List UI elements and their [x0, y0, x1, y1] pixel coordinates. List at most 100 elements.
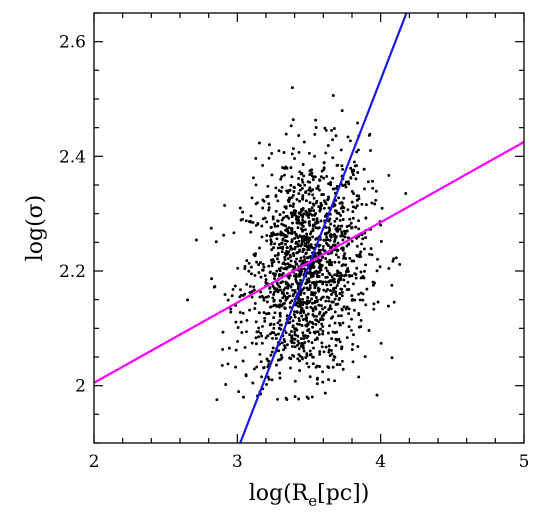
data-point — [269, 290, 272, 294]
data-point — [347, 182, 351, 186]
fit-line-1 — [239, 13, 408, 443]
data-point — [363, 355, 367, 359]
data-point — [291, 319, 295, 323]
data-point — [324, 128, 328, 132]
data-point — [276, 321, 280, 325]
data-point — [335, 228, 339, 232]
data-point — [251, 381, 255, 385]
data-point — [357, 325, 361, 329]
data-point — [285, 249, 289, 253]
data-point — [350, 317, 353, 321]
data-point — [221, 347, 225, 351]
data-point — [304, 252, 308, 256]
data-point — [305, 237, 309, 241]
data-point — [340, 232, 344, 235]
data-point — [262, 311, 266, 315]
data-point — [330, 128, 334, 132]
data-point — [317, 244, 321, 248]
data-point — [284, 396, 288, 400]
data-point — [306, 312, 310, 316]
data-point — [308, 331, 312, 335]
data-point — [330, 300, 334, 304]
data-point — [294, 240, 298, 244]
x-tick-label: 4 — [375, 452, 386, 472]
data-point — [345, 225, 349, 228]
data-point — [272, 293, 276, 296]
data-point — [304, 282, 308, 286]
data-point — [277, 260, 281, 264]
data-point — [300, 314, 304, 318]
data-point — [292, 292, 296, 296]
x-axis-label: log(Re[pc]) — [249, 481, 370, 510]
data-point — [330, 245, 333, 249]
data-point — [325, 283, 329, 287]
data-point — [323, 126, 327, 130]
data-point — [257, 271, 261, 275]
data-point — [291, 324, 295, 328]
data-point — [264, 312, 268, 316]
data-point — [354, 276, 358, 280]
data-point — [299, 210, 303, 214]
data-point — [295, 262, 299, 266]
data-point — [342, 256, 346, 260]
data-point — [249, 214, 253, 218]
data-point — [253, 301, 257, 305]
data-point — [272, 322, 276, 326]
data-point — [312, 203, 316, 207]
data-point — [254, 156, 258, 160]
data-point — [282, 348, 285, 352]
data-point — [375, 269, 379, 273]
data-point — [325, 235, 329, 239]
data-point — [289, 124, 293, 128]
data-point — [293, 157, 296, 160]
data-point — [252, 285, 256, 289]
data-point — [338, 227, 342, 231]
data-point — [334, 303, 338, 306]
data-point — [301, 297, 305, 301]
data-point — [326, 144, 330, 147]
data-point — [295, 310, 299, 314]
data-point — [330, 348, 333, 352]
data-point — [305, 256, 309, 260]
data-point — [212, 285, 216, 289]
data-point — [297, 183, 300, 186]
data-point — [316, 286, 320, 290]
data-point — [322, 161, 326, 165]
data-point — [290, 282, 294, 286]
data-point — [268, 286, 272, 290]
data-point — [285, 314, 289, 318]
data-point — [312, 209, 316, 213]
data-point — [350, 226, 354, 230]
data-point — [290, 299, 294, 303]
data-point — [311, 313, 315, 317]
data-point — [317, 303, 321, 307]
data-point — [358, 252, 362, 256]
data-point — [304, 317, 308, 321]
data-point — [375, 393, 379, 397]
data-point — [311, 217, 315, 221]
data-point — [280, 304, 284, 308]
data-point — [296, 226, 300, 230]
data-point — [294, 327, 298, 331]
data-point — [360, 242, 363, 246]
plot-frame — [93, 12, 525, 444]
data-point — [214, 240, 218, 244]
data-point — [355, 204, 359, 208]
data-point — [284, 224, 288, 228]
data-point — [278, 376, 282, 380]
data-point — [275, 257, 279, 261]
data-point — [290, 229, 294, 233]
data-point — [239, 288, 242, 292]
data-point — [347, 312, 351, 316]
data-point — [336, 241, 340, 245]
data-point — [337, 255, 340, 259]
data-point — [260, 235, 264, 239]
data-point — [259, 290, 263, 294]
data-point — [361, 298, 365, 302]
data-point — [335, 217, 339, 221]
data-point — [352, 308, 356, 312]
data-point — [344, 180, 348, 184]
data-point — [248, 219, 252, 223]
data-point — [344, 185, 348, 189]
data-point — [261, 324, 264, 328]
